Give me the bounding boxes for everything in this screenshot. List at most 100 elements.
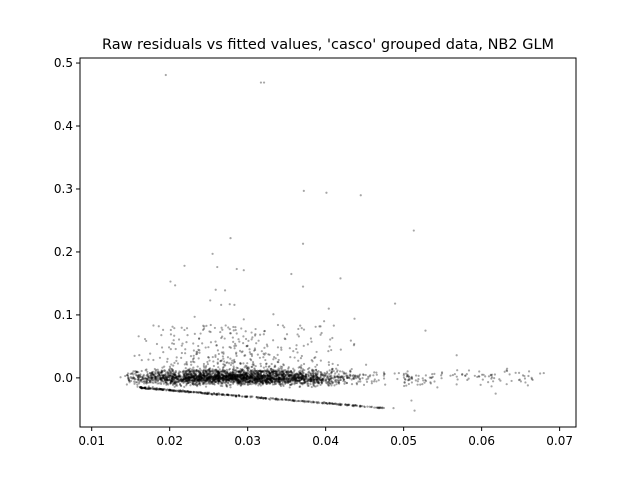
data-point [250,376,253,379]
data-point [211,378,214,381]
data-point [187,378,191,381]
data-point [276,353,279,356]
data-point [186,377,189,380]
data-point [203,374,206,377]
data-point [166,357,169,360]
data-point [354,375,357,378]
data-point [238,349,242,352]
data-point [278,381,281,384]
data-point [264,374,267,378]
data-point [232,375,235,378]
data-point [234,372,237,376]
data-point [330,374,333,378]
data-point [249,379,252,382]
data-point [206,376,209,379]
data-point [250,383,253,386]
data-point [313,385,316,388]
data-point [192,380,195,383]
data-point [180,384,183,388]
data-point [241,381,244,384]
data-point [232,377,235,380]
data-point [204,370,207,373]
data-point [209,341,213,344]
data-point [348,377,351,380]
data-point [489,374,493,377]
data-point [153,377,156,380]
data-point [256,373,259,377]
data-point [339,277,342,280]
data-point [192,366,195,369]
data-point [229,377,232,380]
data-point [232,382,235,385]
data-point [354,374,357,377]
data-point [135,371,138,374]
data-point [280,398,284,401]
data-point [256,382,259,385]
data-point [224,373,227,376]
data-point [218,371,222,374]
data-point [153,378,156,381]
data-point [199,373,202,377]
data-point [231,378,234,381]
data-point [217,372,221,375]
data-point [180,344,183,347]
data-point [300,378,303,381]
data-point [281,373,284,376]
data-point [302,328,306,331]
data-point [174,381,177,384]
data-point [202,373,206,376]
data-point [228,373,231,376]
data-point [196,375,199,378]
data-point [296,375,300,378]
data-point [262,371,266,374]
data-point [245,375,248,378]
data-point [342,378,346,381]
data-point [281,383,284,386]
data-point [246,375,249,378]
data-point [229,363,233,367]
data-point [140,378,143,382]
data-point [251,369,254,372]
data-point [220,376,223,379]
data-point [145,380,148,383]
data-point [370,382,373,385]
data-point [227,326,230,329]
data-point [193,380,196,383]
data-point [222,370,225,373]
data-point [173,378,176,381]
data-point [231,370,234,373]
data-point [267,374,270,377]
data-point [264,369,267,372]
data-point [315,372,318,376]
data-point [194,383,197,386]
data-point [266,374,269,377]
data-point [252,371,256,375]
data-point [178,375,182,378]
data-point [161,376,165,379]
data-point [126,372,130,375]
data-point [306,373,309,376]
data-point [350,367,353,371]
data-point [175,381,178,384]
data-point [211,380,214,384]
data-point [191,378,194,382]
data-point [396,377,399,381]
data-point [314,356,317,359]
data-point [214,376,217,379]
data-point [158,375,161,378]
data-point [191,379,195,382]
data-point [271,379,274,382]
data-point [187,373,191,376]
x-tick-label: 0.01 [78,434,105,448]
data-point [340,403,343,406]
data-point [169,374,173,377]
data-point [393,372,396,375]
data-point [271,372,274,376]
data-point [209,378,212,381]
data-point [505,383,508,386]
data-point [286,378,289,381]
data-point [274,372,277,375]
data-point [178,379,181,382]
data-point [299,376,302,379]
data-point [265,362,268,366]
